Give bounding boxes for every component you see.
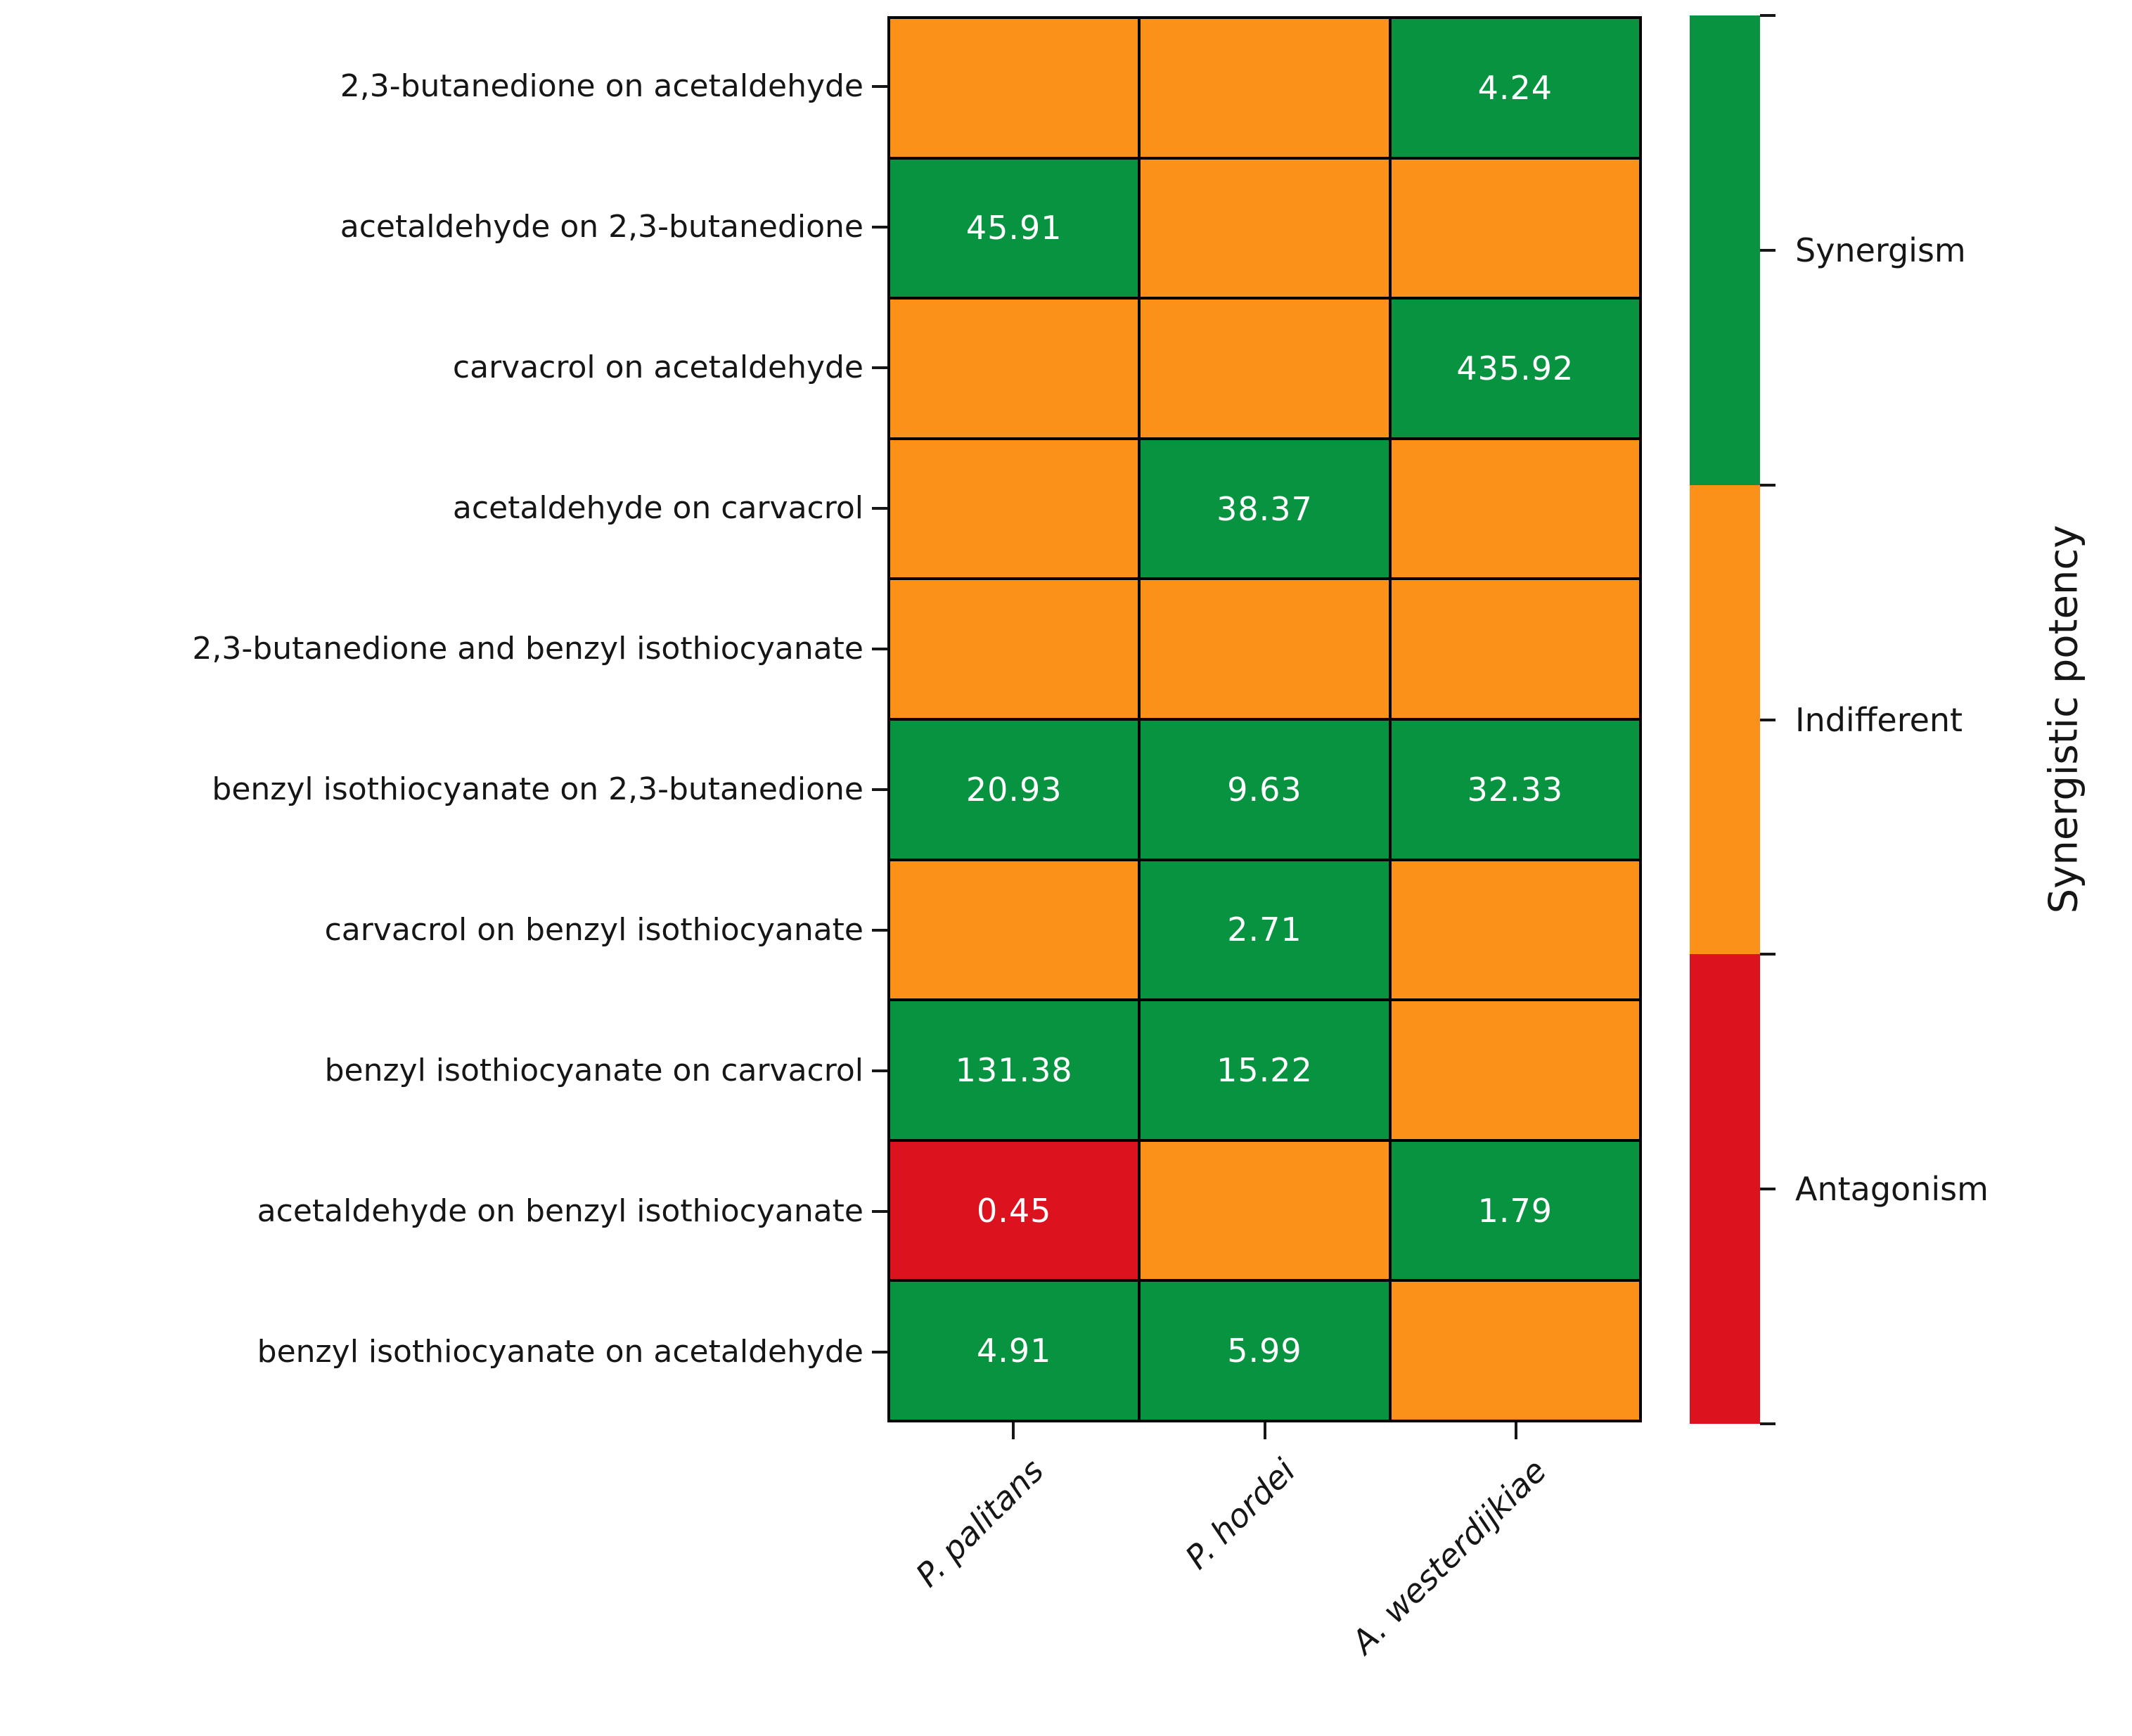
colorbar (1690, 15, 1760, 1425)
heatmap-cell: 4.24 (1391, 19, 1639, 157)
row-label: acetaldehyde on benzyl isothiocyanate (257, 1193, 863, 1229)
heatmap-cell (1141, 580, 1389, 718)
colorbar-segment-antagonism (1690, 954, 1760, 1425)
x-tick-mark (1263, 1422, 1266, 1439)
colorbar-mid-tick (1760, 718, 1775, 721)
row-label: carvacrol on benzyl isothiocyanate (324, 912, 863, 948)
row-label: acetaldehyde on 2,3-butanedione (340, 209, 863, 245)
heatmap-cell (1141, 1141, 1389, 1280)
heatmap-grid: 4.24 45.91 435.92 38.37 20.93 9.63 32.33 2.71 13… (887, 16, 1642, 1422)
heatmap-cell (1391, 1282, 1639, 1420)
colorbar-boundary-tick (1760, 1422, 1775, 1425)
colorbar-category-label: Synergism (1795, 231, 1966, 269)
row-label: 2,3-butanedione on acetaldehyde (340, 68, 863, 104)
heatmap-cell (1141, 159, 1389, 297)
y-tick-mark (872, 1210, 887, 1213)
heatmap-cell: 435.92 (1391, 300, 1639, 437)
heatmap-cell: 5.99 (1141, 1282, 1389, 1420)
heatmap-cell (890, 300, 1138, 437)
heatmap-cell: 0.45 (890, 1141, 1138, 1280)
heatmap-cell (1391, 159, 1639, 297)
colorbar-category-label: Antagonism (1795, 1170, 1989, 1209)
heatmap-cell (1391, 1001, 1639, 1139)
row-label: benzyl isothiocyanate on carvacrol (324, 1053, 863, 1088)
colorbar-boundary-tick (1760, 483, 1775, 487)
heatmap-cell: 4.91 (890, 1282, 1138, 1420)
colorbar-segment-indifferent (1690, 484, 1760, 955)
y-tick-mark (872, 648, 887, 650)
y-tick-mark (872, 226, 887, 229)
colorbar-category-label: Indifferent (1795, 700, 1963, 739)
colorbar-boundary-tick (1760, 953, 1775, 956)
heatmap-cell (890, 861, 1138, 999)
y-tick-mark (872, 507, 887, 510)
colorbar-boundary-tick (1760, 14, 1775, 17)
colorbar-mid-tick (1760, 248, 1775, 252)
y-tick-mark (872, 85, 887, 88)
y-tick-mark (872, 1351, 887, 1354)
row-label: benzyl isothiocyanate on acetaldehyde (257, 1334, 863, 1370)
y-tick-mark (872, 1069, 887, 1072)
heatmap-cell: 15.22 (1141, 1001, 1389, 1139)
colorbar-mid-tick (1760, 1188, 1775, 1191)
heatmap-cell (890, 19, 1138, 157)
y-tick-mark (872, 929, 887, 932)
y-tick-mark (872, 788, 887, 791)
heatmap-cell (1391, 861, 1639, 999)
heatmap-cell: 32.33 (1391, 721, 1639, 859)
heatmap-cell (1141, 300, 1389, 437)
heatmap-cell (1391, 580, 1639, 718)
colorbar-segment-synergism (1690, 15, 1760, 485)
heatmap-cell (890, 439, 1138, 578)
row-label: 2,3-butanedione and benzyl isothiocyanat… (192, 631, 863, 667)
column-label: P. palitans (908, 1451, 1051, 1595)
row-label: benzyl isothiocyanate on 2,3-butanedione (212, 771, 863, 807)
row-label: acetaldehyde on carvacrol (452, 490, 863, 526)
heatmap-cell (1141, 19, 1389, 157)
heatmap-cell: 131.38 (890, 1001, 1138, 1139)
heatmap-cell: 38.37 (1141, 439, 1389, 578)
heatmap-cell: 20.93 (890, 721, 1138, 859)
heatmap-cell (890, 580, 1138, 718)
x-tick-mark (1011, 1422, 1015, 1439)
x-tick-mark (1515, 1422, 1518, 1439)
heatmap-cell (1391, 439, 1639, 578)
heatmap-cell: 9.63 (1141, 721, 1389, 859)
colorbar-axis-label: Synergistic potency (2041, 525, 2087, 914)
row-label: carvacrol on acetaldehyde (452, 349, 863, 385)
heatmap-cell: 2.71 (1141, 861, 1389, 999)
heatmap-cell: 45.91 (890, 159, 1138, 297)
heatmap-cell: 1.79 (1391, 1141, 1639, 1280)
y-tick-mark (872, 366, 887, 369)
